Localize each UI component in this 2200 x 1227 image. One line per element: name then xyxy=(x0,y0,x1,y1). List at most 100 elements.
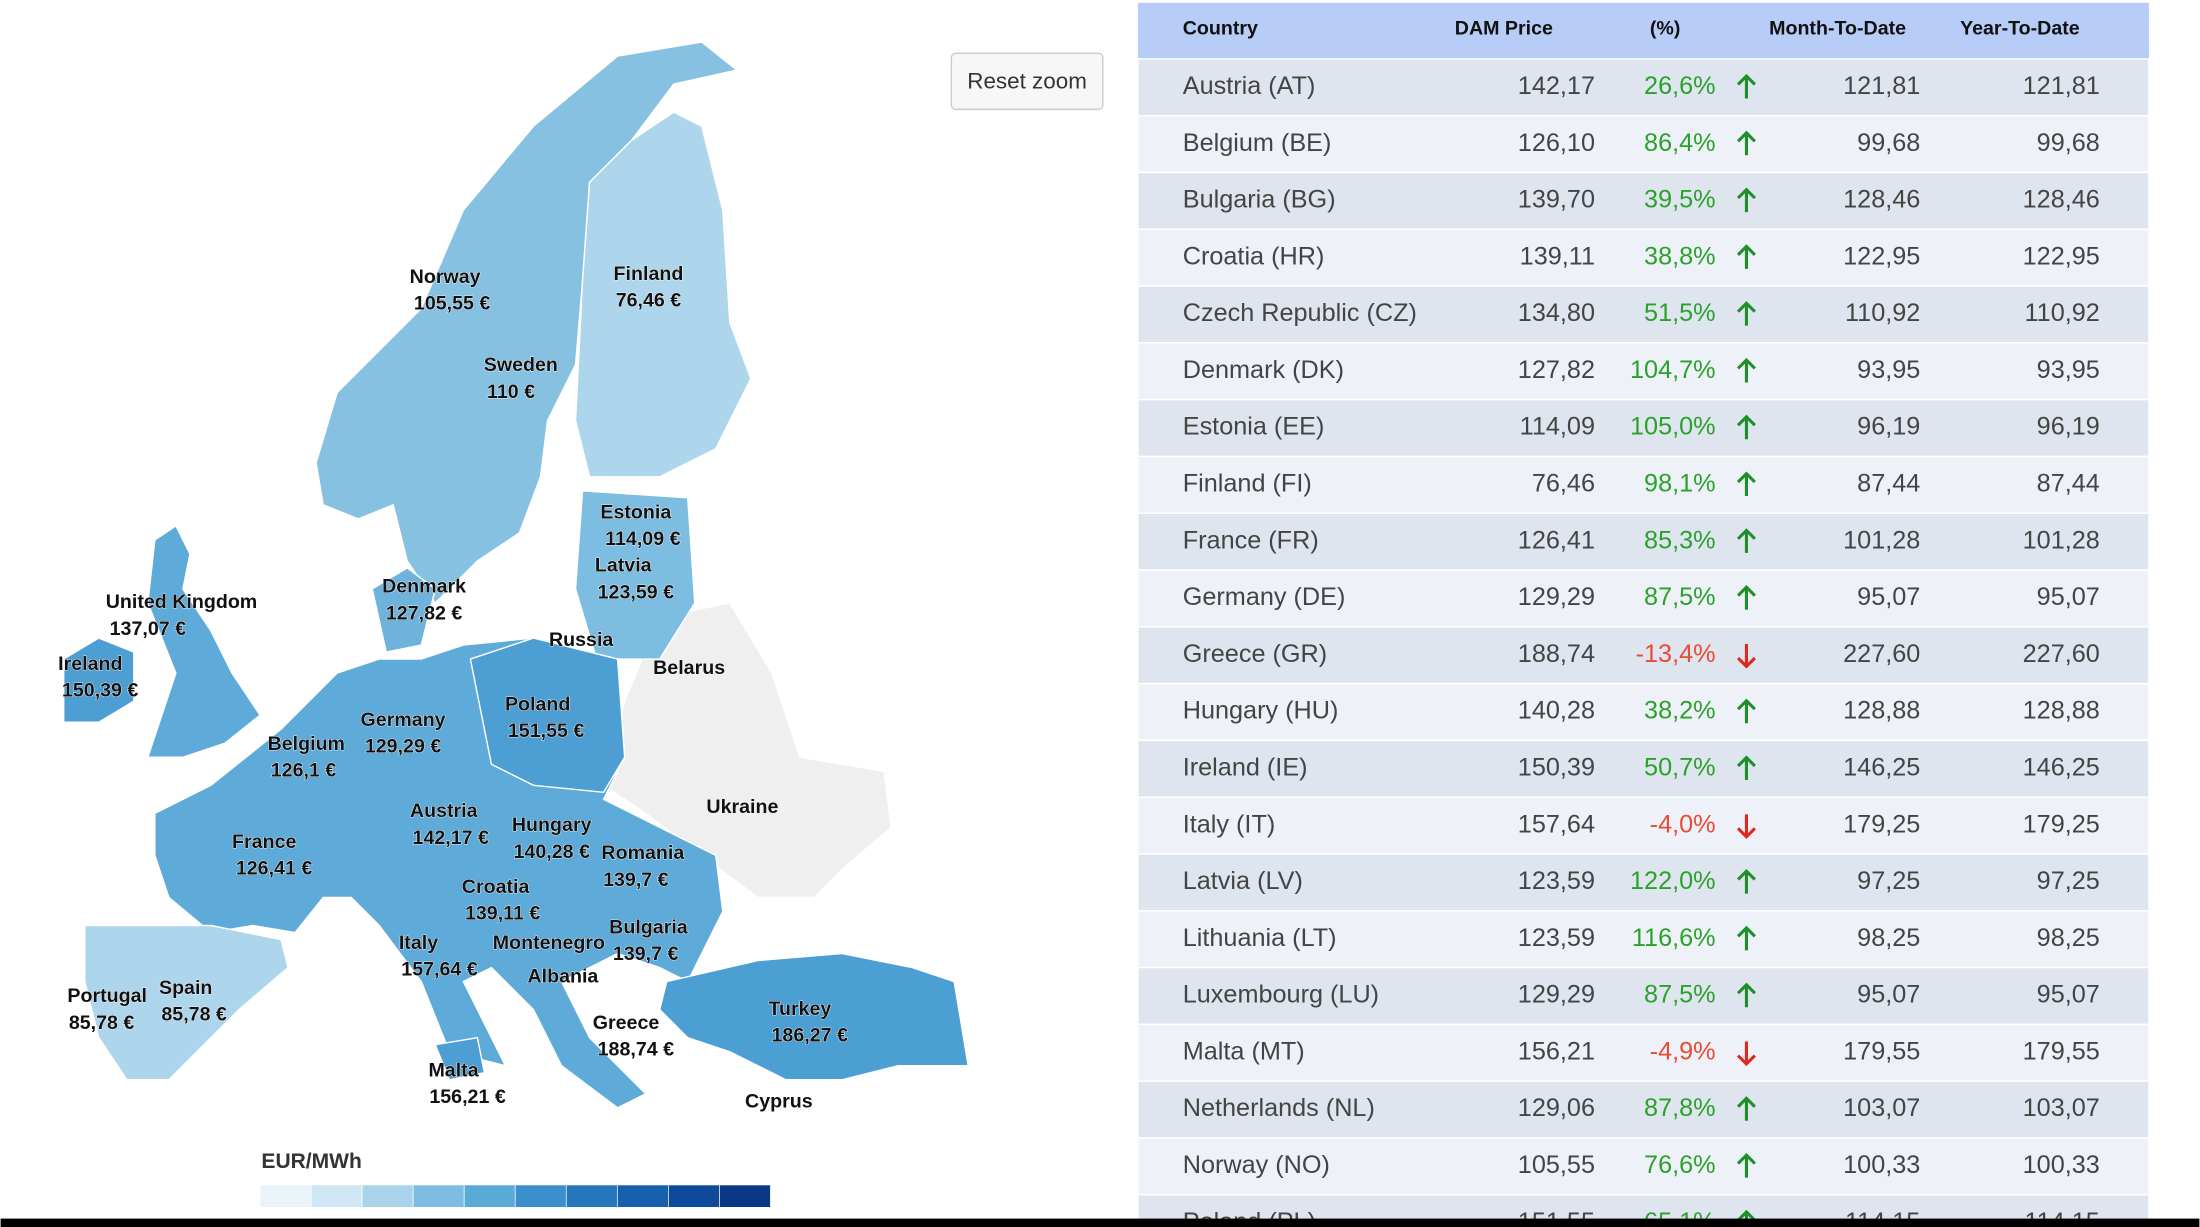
country-cell: Czech Republic (CZ) xyxy=(1183,299,1417,327)
reset-zoom-button[interactable]: Reset zoom xyxy=(950,52,1104,111)
region-east xyxy=(602,602,892,899)
value-cell: 128,88 xyxy=(2023,697,2100,725)
value-cell: 101,28 xyxy=(2023,526,2100,554)
value-cell: 126,41 xyxy=(1518,526,1595,554)
value-cell: 93,95 xyxy=(1857,356,1920,384)
arrow-up xyxy=(1736,868,1756,894)
country-name: Sweden xyxy=(484,354,558,376)
legend-swatch xyxy=(616,1184,669,1208)
arrow-up xyxy=(1736,73,1756,99)
country-cell: France (FR) xyxy=(1183,526,1319,554)
value-cell: -4,0% xyxy=(1650,810,1716,838)
value-cell: 86,4% xyxy=(1644,129,1716,157)
table-row-bg xyxy=(1137,455,2150,514)
arrow-up xyxy=(1736,698,1756,724)
column-header: DAM Price xyxy=(1455,18,1553,40)
value-cell: 98,25 xyxy=(1857,924,1920,952)
table-row-bg xyxy=(1137,796,2150,855)
region-uk xyxy=(146,524,261,758)
value-cell: 99,68 xyxy=(2037,129,2100,157)
value-cell: 227,60 xyxy=(2023,640,2100,668)
country-name: Cyprus xyxy=(745,1090,813,1112)
country-cell: Croatia (HR) xyxy=(1183,242,1325,270)
arrow-up xyxy=(1736,414,1756,440)
table-row-bg xyxy=(1137,285,2150,344)
country-price: 150,39 € xyxy=(62,680,138,702)
value-cell: 110,92 xyxy=(2025,299,2100,327)
legend-swatch xyxy=(412,1184,465,1208)
value-cell: 99,68 xyxy=(1857,129,1920,157)
value-cell: 123,59 xyxy=(1518,924,1595,952)
map xyxy=(63,41,970,1109)
value-cell: -13,4% xyxy=(1636,640,1716,668)
table-row-bg xyxy=(1137,512,2150,571)
value-cell: 179,55 xyxy=(1843,1037,1920,1065)
table-row-bg xyxy=(1137,1137,2150,1196)
value-cell: 114,09 xyxy=(1520,413,1595,441)
value-cell: 87,44 xyxy=(2037,470,2100,498)
value-cell: -4,9% xyxy=(1650,1037,1716,1065)
country-name: Russia xyxy=(549,629,614,651)
country-cell: Estonia (EE) xyxy=(1183,413,1325,441)
value-cell: 127,82 xyxy=(1518,356,1595,384)
value-cell: 96,19 xyxy=(1857,413,1920,441)
region-sicily xyxy=(434,1036,486,1081)
country-price: 129,29 € xyxy=(365,736,441,758)
arrow-up xyxy=(1736,301,1756,326)
country-price: 85,78 € xyxy=(161,1003,227,1025)
country-cell: Denmark (DK) xyxy=(1183,356,1344,384)
country-price: 139,11 € xyxy=(465,902,540,924)
country-name: Austria xyxy=(410,800,479,822)
country-cell: Latvia (LV) xyxy=(1183,867,1303,895)
legend-swatch xyxy=(310,1184,363,1208)
arrow-up xyxy=(1736,528,1756,553)
country-name: Montenegro xyxy=(493,932,605,954)
country-name: Romania xyxy=(601,842,685,864)
country-name: Spain xyxy=(159,977,212,999)
value-cell: 103,07 xyxy=(2023,1094,2100,1122)
value-cell: 87,5% xyxy=(1644,981,1716,1009)
country-cell: Italy (IT) xyxy=(1183,810,1276,838)
button-box[interactable] xyxy=(950,52,1104,111)
value-cell: 123,59 xyxy=(1518,867,1595,895)
value-cell: 128,88 xyxy=(1843,697,1920,725)
value-cell: 128,46 xyxy=(1843,186,1920,214)
country-cell: Germany (DE) xyxy=(1183,583,1346,611)
country-name: Turkey xyxy=(768,998,831,1020)
value-cell: 121,81 xyxy=(1843,72,1920,100)
column-header: Month-To-Date xyxy=(1769,18,1906,40)
value-cell: 51,5% xyxy=(1644,299,1716,327)
button-label[interactable]: Reset zoom xyxy=(967,69,1087,94)
value-cell: 128,46 xyxy=(2023,186,2100,214)
value-cell: 116,6% xyxy=(1632,924,1716,952)
country-cell: Norway (NO) xyxy=(1183,1151,1330,1179)
country-price: 137,07 € xyxy=(110,618,186,640)
value-cell: 179,55 xyxy=(2023,1037,2100,1065)
country-cell: Bulgaria (BG) xyxy=(1183,186,1336,214)
arrow-up xyxy=(1736,755,1756,781)
region-iberia xyxy=(84,924,289,1081)
table-row-bg xyxy=(1137,853,2150,912)
table: Country DAM Price (%) Month-To-Date Year-To-… xyxy=(1137,18,2150,1227)
arrow-up xyxy=(1736,1152,1756,1178)
value-cell: 85,3% xyxy=(1644,526,1716,554)
arrow-up xyxy=(1736,187,1756,213)
legend-swatch xyxy=(361,1184,414,1208)
legend-swatch xyxy=(463,1184,516,1208)
value-cell: 38,8% xyxy=(1644,242,1716,270)
value-cell: 98,25 xyxy=(2037,924,2100,952)
arrow-up xyxy=(1736,130,1756,156)
arrow-down xyxy=(1736,643,1756,669)
value-cell: 39,5% xyxy=(1644,186,1716,214)
country-price: 140,28 € xyxy=(514,841,590,863)
value-cell: 129,29 xyxy=(1518,981,1595,1009)
country-name: France xyxy=(232,831,296,853)
country-cell: Hungary (HU) xyxy=(1183,697,1339,725)
arrow-up xyxy=(1736,244,1756,269)
value-cell: 105,0% xyxy=(1630,413,1716,441)
table-row-bg xyxy=(1137,739,2150,798)
value-cell: 146,25 xyxy=(1843,753,1920,781)
value-cell: 129,29 xyxy=(1518,583,1595,611)
arrow-up xyxy=(1736,982,1756,1008)
